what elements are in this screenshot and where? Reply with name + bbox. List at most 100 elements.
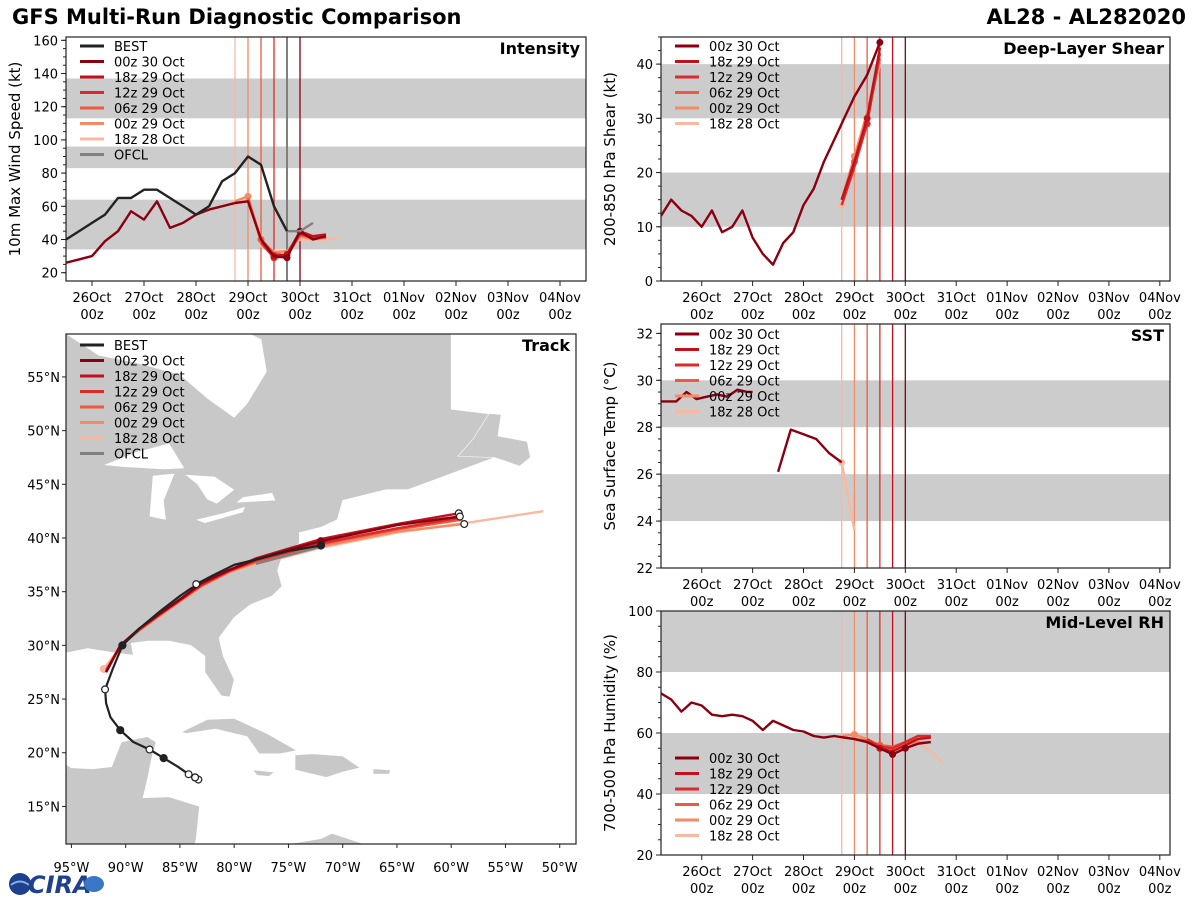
x-tick-label: 30Oct bbox=[886, 578, 925, 593]
y-tick-label: 80 bbox=[41, 167, 58, 182]
plot-area bbox=[661, 611, 1170, 855]
x-tick-label: 02Nov bbox=[1037, 865, 1079, 880]
y-tick-label: 55°N bbox=[27, 371, 60, 386]
plot-area bbox=[661, 324, 1170, 568]
series-marker bbox=[876, 38, 884, 46]
x-tick-label: 03Nov bbox=[1088, 578, 1130, 593]
x-tick-label: 70°W bbox=[325, 861, 361, 876]
y-tick-label: 50°N bbox=[27, 425, 60, 440]
x-tick-label: 00z bbox=[132, 308, 156, 323]
x-tick-label: 31Oct bbox=[937, 865, 976, 880]
x-tick-label: 27Oct bbox=[124, 291, 163, 306]
x-tick-label: 00z bbox=[184, 308, 208, 323]
y-axis-label: 10m Max Wind Speed (kt) bbox=[6, 62, 24, 257]
newfoundland bbox=[457, 413, 531, 467]
y-tick-label: 80 bbox=[636, 666, 653, 681]
x-tick-label: 00z bbox=[792, 308, 816, 323]
plot-area bbox=[66, 334, 544, 844]
series-line bbox=[840, 47, 882, 201]
legend-label: BEST bbox=[114, 339, 147, 354]
y-tick-label: 30°N bbox=[27, 639, 60, 654]
y-tick-label: 20°N bbox=[27, 747, 60, 762]
x-tick-label: 29Oct bbox=[835, 865, 874, 880]
plot-frame bbox=[65, 333, 577, 845]
x-tick-label: 27Oct bbox=[733, 291, 772, 306]
track-point bbox=[316, 541, 326, 550]
chart-track: 95°W 90°W 85°W 80°W 75°W 70°W 65°W 60°W 55°W 50°W… bbox=[27, 333, 578, 876]
series-line bbox=[661, 692, 931, 756]
x-tick-label: 00z bbox=[444, 308, 468, 323]
y-tick-label: 15°N bbox=[27, 800, 60, 815]
legend-label: 18z 28 Oct bbox=[114, 432, 185, 447]
y-tick-label: 60 bbox=[636, 727, 653, 742]
legend-label: 12z 29 Oct bbox=[114, 87, 185, 102]
shade-band bbox=[661, 474, 1170, 522]
legend-label: 06z 29 Oct bbox=[709, 799, 780, 814]
x-tick-label: 00z bbox=[741, 595, 765, 610]
y-tick-label: 20 bbox=[41, 267, 58, 282]
shade-band bbox=[661, 380, 1170, 428]
track-point bbox=[455, 512, 464, 521]
track-point bbox=[191, 773, 200, 782]
x-tick-label: 28Oct bbox=[784, 865, 823, 880]
chart-sst: 22 24 26 28 30 32 26Oct 00z 27Oct 00z 28Oct 00z 29Oc… bbox=[601, 323, 1181, 610]
x-tick-label: 01Nov bbox=[986, 578, 1028, 593]
y-tick-label: 25°N bbox=[27, 693, 60, 708]
y-tick-label: 45°N bbox=[27, 478, 60, 493]
y-tick-label: 24 bbox=[636, 515, 653, 530]
series-line bbox=[776, 428, 843, 473]
x-tick-label: 00z bbox=[1148, 308, 1172, 323]
y-tick-label: 0 bbox=[645, 275, 653, 290]
y-tick-label: 30 bbox=[636, 112, 653, 127]
legend-label: OFCL bbox=[114, 448, 149, 463]
hudson-bay bbox=[66, 334, 267, 418]
series-line bbox=[866, 734, 931, 750]
series-line bbox=[287, 221, 314, 233]
legend-label: 18z 28 Oct bbox=[114, 133, 185, 148]
x-tick-label: 00z bbox=[741, 882, 765, 897]
series-marker bbox=[889, 750, 897, 758]
track-point bbox=[192, 580, 201, 589]
shade-band bbox=[66, 146, 586, 169]
x-tick-label: 00z bbox=[1046, 882, 1070, 897]
x-tick-label: 00z bbox=[80, 308, 104, 323]
lakes bbox=[66, 334, 276, 523]
hispaniola bbox=[294, 753, 361, 778]
track-point bbox=[184, 770, 193, 779]
x-tick-label: 00z bbox=[340, 308, 364, 323]
x-tick-label: 00z bbox=[995, 595, 1019, 610]
x-tick-label: 00z bbox=[894, 595, 918, 610]
panel-title: Track bbox=[522, 336, 570, 355]
series-line bbox=[661, 41, 882, 266]
series-marker bbox=[863, 114, 871, 122]
chart-shear: 0 10 20 30 40 26Oct 00z 27Oct 00z 28Oct 00z 29Oct 00… bbox=[601, 36, 1181, 323]
x-tick-label: 00z bbox=[945, 595, 969, 610]
central-america bbox=[66, 687, 200, 844]
y-tick-label: 10 bbox=[636, 221, 653, 236]
panel-title: Deep-Layer Shear bbox=[1003, 39, 1164, 58]
puerto-rico bbox=[372, 768, 391, 775]
lake-superior bbox=[104, 443, 185, 470]
jamaica bbox=[251, 769, 276, 777]
x-tick-label: 01Nov bbox=[986, 291, 1028, 306]
legend-label: 12z 29 Oct bbox=[709, 71, 780, 86]
x-tick-label: 00z bbox=[843, 308, 867, 323]
y-tick-label: 22 bbox=[636, 562, 653, 577]
y-tick-label: 160 bbox=[33, 34, 58, 49]
legend-label: 12z 29 Oct bbox=[114, 386, 185, 401]
x-tick-label: 00z bbox=[1046, 308, 1070, 323]
x-tick-label: 65°W bbox=[379, 861, 415, 876]
logo-text: CIRA bbox=[28, 871, 92, 898]
y-axis-label: 200-850 hPa Shear (kt) bbox=[601, 72, 619, 246]
x-tick-label: 00z bbox=[995, 882, 1019, 897]
legend-label: 00z 29 Oct bbox=[114, 118, 185, 133]
y-tick-label: 28 bbox=[636, 421, 653, 436]
x-tick-label: 03Nov bbox=[1088, 865, 1130, 880]
y-tick-label: 140 bbox=[33, 68, 58, 83]
legend-label: 00z 30 Oct bbox=[709, 752, 780, 767]
x-tick-label: 00z bbox=[690, 308, 714, 323]
x-tick-label: 00z bbox=[894, 882, 918, 897]
legend-label: 18z 29 Oct bbox=[709, 56, 780, 71]
